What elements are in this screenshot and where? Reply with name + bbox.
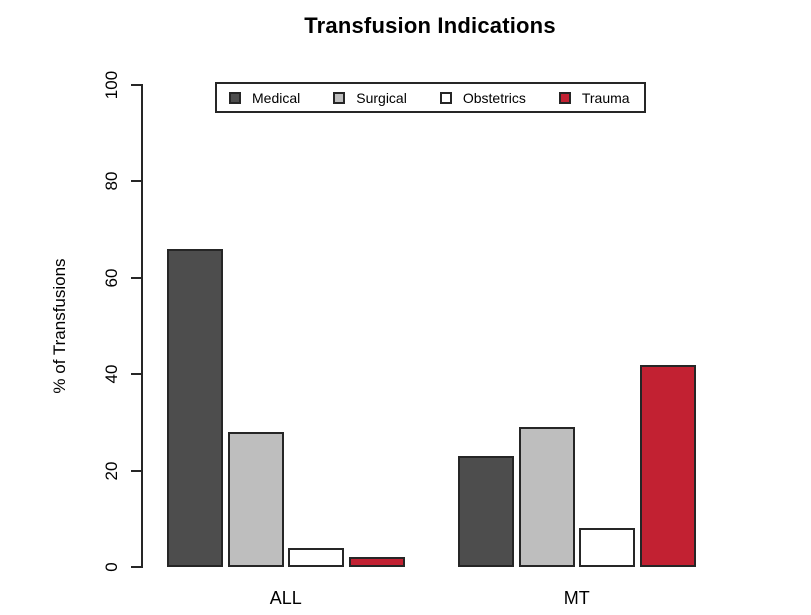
y-tick <box>131 276 143 279</box>
y-tick-label: 0 <box>102 562 121 572</box>
legend-item-medical: Medical <box>229 90 300 106</box>
bar-all-obstetrics <box>288 547 344 567</box>
bar-all-surgical <box>227 432 284 567</box>
y-tick <box>131 566 143 568</box>
chart-title: Transfusion Indications <box>304 13 556 38</box>
legend-label: Trauma <box>581 89 630 106</box>
legend-item-obstetrics: Obstetrics <box>439 89 526 106</box>
legend-label: Surgical <box>356 89 407 106</box>
legend: Medical Surgical Obstetrics Trauma <box>215 82 646 113</box>
y-tick-label: 40 <box>102 364 121 384</box>
y-tick-label: 80 <box>102 171 121 191</box>
bar-mt-obstetrics <box>579 528 635 567</box>
y-axis-line <box>141 84 143 568</box>
bar-all-trauma <box>348 557 405 567</box>
legend-label: Medical <box>252 89 301 106</box>
legend-swatch-surgical <box>333 91 346 104</box>
y-tick <box>131 84 143 86</box>
bar-mt-medical <box>458 456 514 567</box>
legend-item-trauma: Trauma <box>558 89 630 106</box>
y-tick <box>131 469 143 472</box>
legend-swatch-medical <box>229 91 241 104</box>
legend-swatch-obstetrics <box>439 91 452 104</box>
y-axis-title: % of Transfusions <box>50 258 69 394</box>
bar-mt-surgical <box>518 427 575 567</box>
y-tick-label: 100 <box>102 70 121 100</box>
y-tick-label: 60 <box>102 268 121 288</box>
legend-swatch-trauma <box>558 91 571 104</box>
legend-item-surgical: Surgical <box>333 90 407 106</box>
x-label-mt: MT <box>563 588 590 608</box>
legend-label: Obstetrics <box>462 89 526 106</box>
bar-mt-trauma <box>639 364 696 567</box>
y-tick <box>131 180 143 183</box>
bar-all-medical <box>167 248 223 567</box>
x-label-all: ALL <box>269 588 302 608</box>
y-tick-label: 20 <box>102 461 121 481</box>
y-tick <box>131 373 143 376</box>
